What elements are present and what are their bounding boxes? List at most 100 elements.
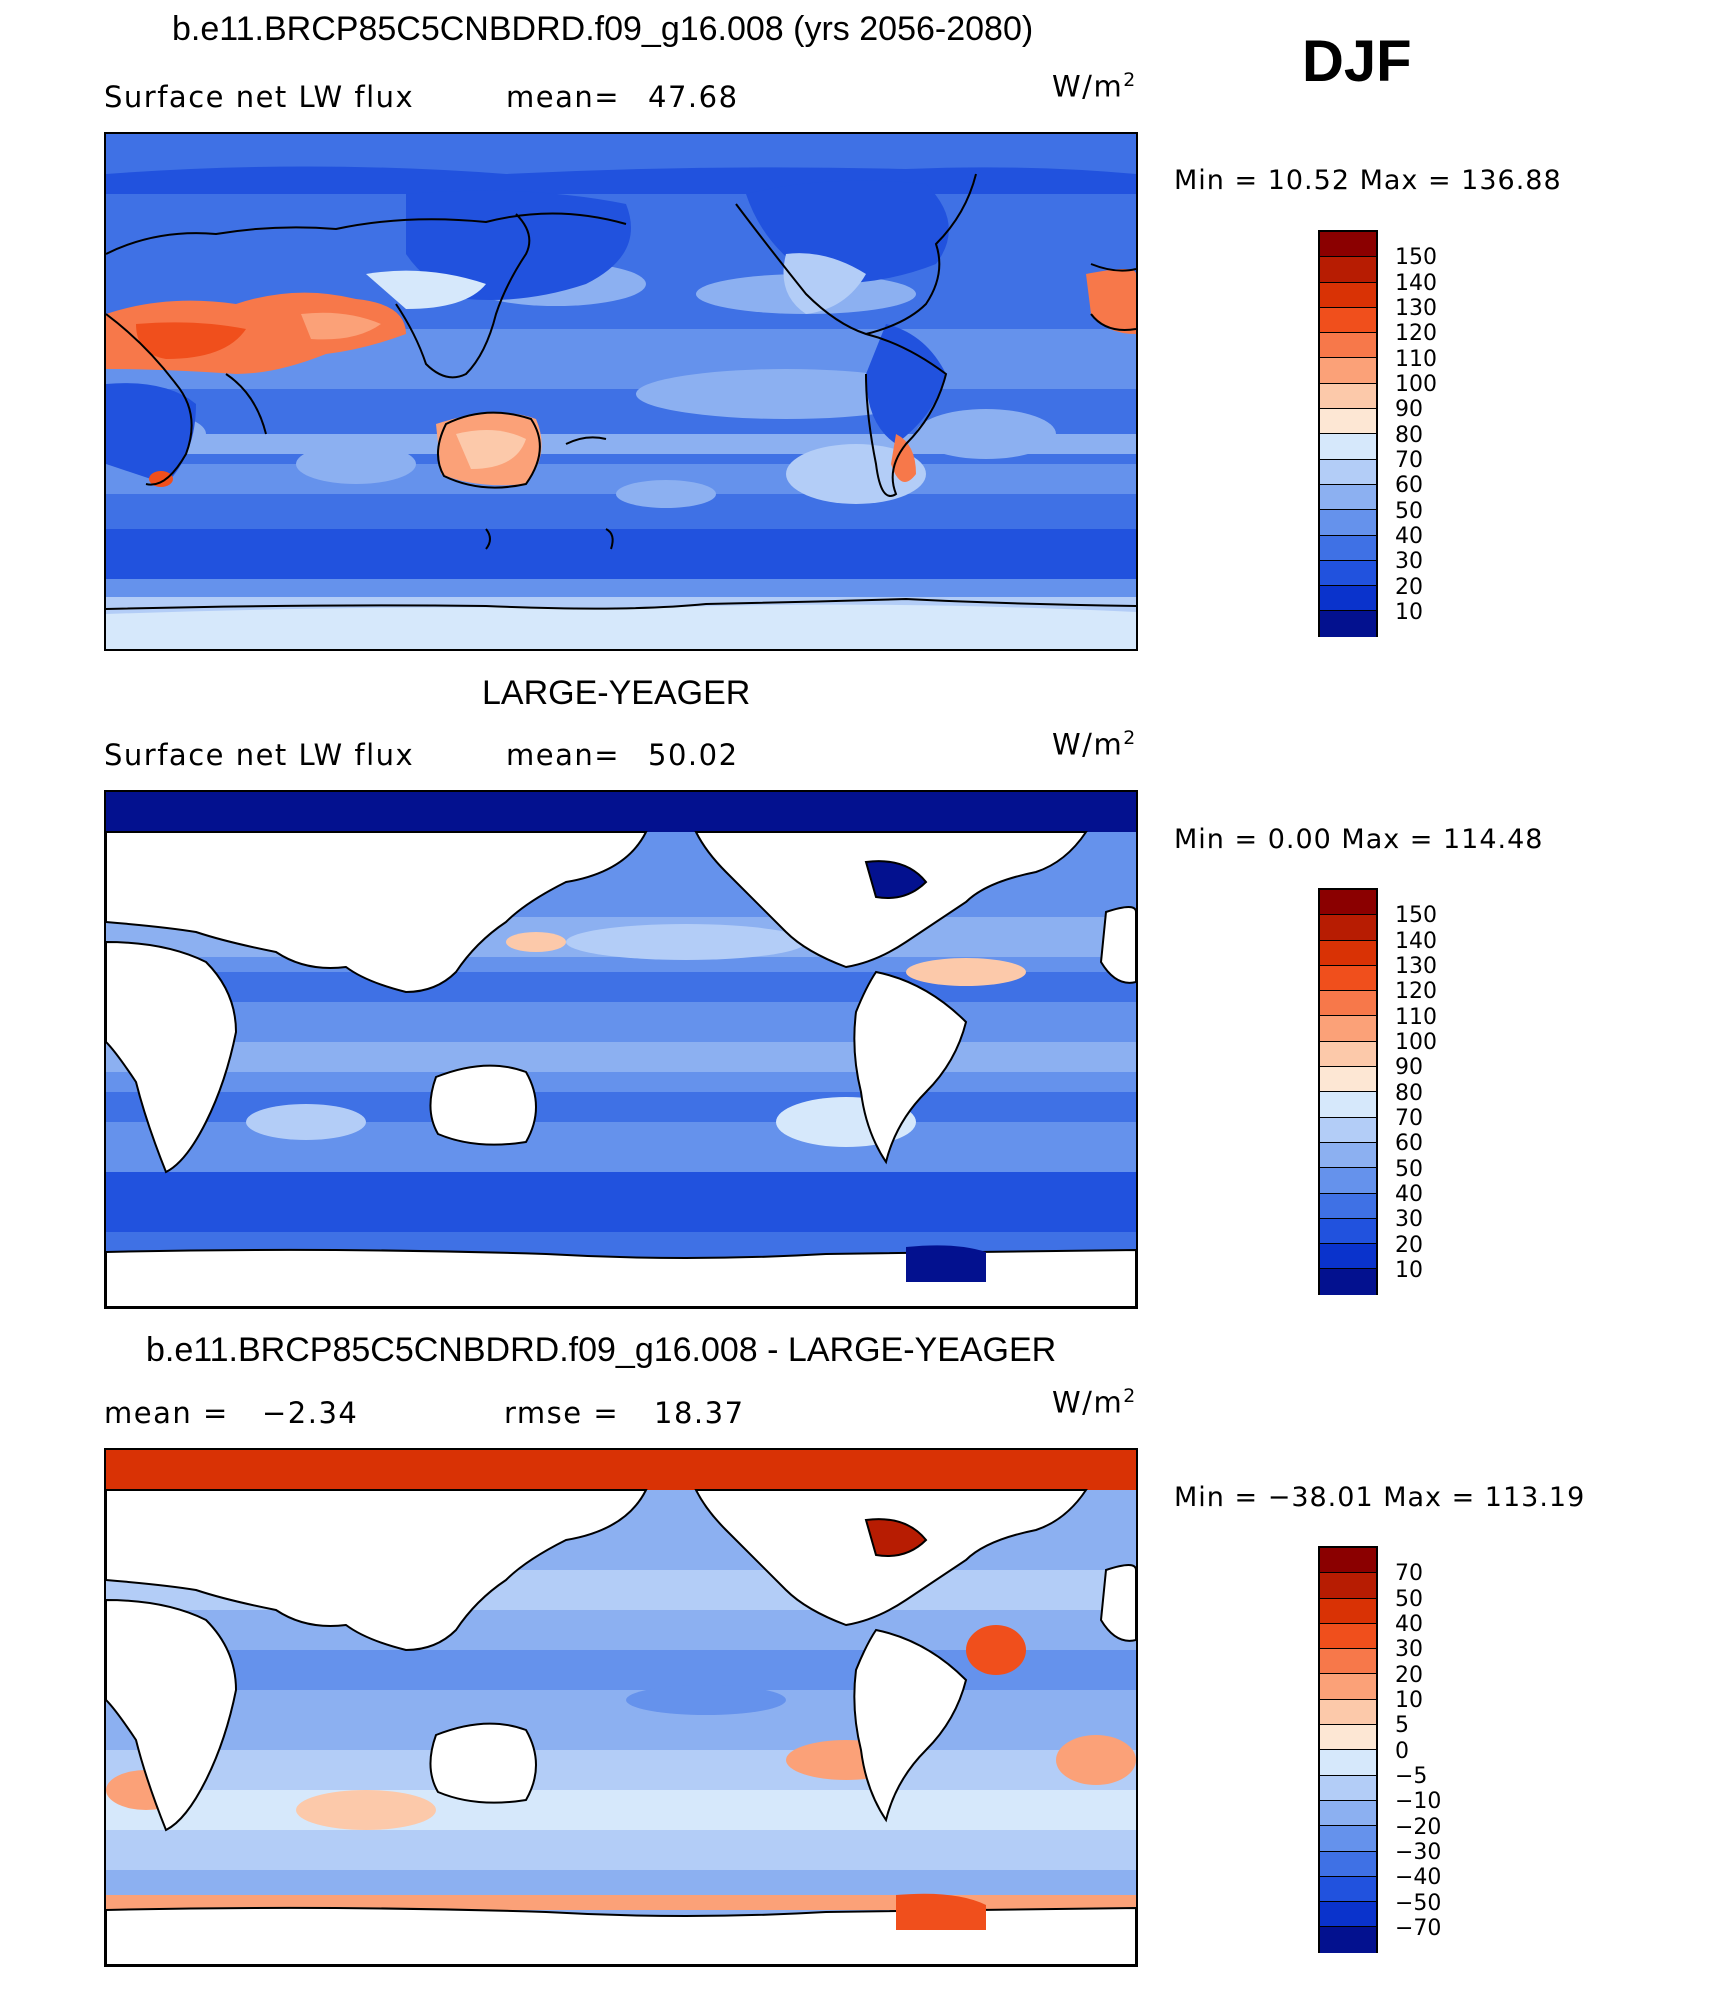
panel-2-map <box>104 790 1138 1309</box>
colorbar-tick-label: 130 <box>1395 296 1437 321</box>
colorbar-tick-label: 60 <box>1395 1131 1423 1156</box>
colorbar-tick-label: 50 <box>1395 1587 1423 1612</box>
colorbar-tick-label: 100 <box>1395 1030 1437 1055</box>
panel-3-mean-label: mean = <box>104 1396 229 1430</box>
colorbar-tick-label: 10 <box>1395 600 1423 625</box>
colorbar-tick-label: 90 <box>1395 1055 1423 1080</box>
colorbar-tick-label: 20 <box>1395 1233 1423 1258</box>
panel-1-mean-value: 47.68 <box>648 80 739 114</box>
colorbar-swatch <box>1320 611 1376 637</box>
panel-1-mean-label: mean= <box>506 80 621 114</box>
panel-2-mean-label: mean= <box>506 738 621 772</box>
colorbar-tick-label: 130 <box>1395 954 1437 979</box>
colorbar-swatch <box>1320 1927 1376 1953</box>
colorbar-tick-label: 70 <box>1395 1106 1423 1131</box>
colorbar-tick-label: 140 <box>1395 929 1437 954</box>
colorbar-tick-label: 20 <box>1395 1663 1423 1688</box>
panel-2-colorbar <box>1318 888 1378 1295</box>
colorbar-tick-label: 80 <box>1395 1081 1423 1106</box>
colorbar-tick-label: −10 <box>1395 1789 1442 1814</box>
panel-3-map <box>104 1448 1138 1967</box>
colorbar-tick-label: −40 <box>1395 1865 1442 1890</box>
colorbar-tick-label: −5 <box>1395 1764 1428 1789</box>
colorbar-swatch <box>1320 484 1376 511</box>
colorbar-swatch <box>1320 1269 1376 1295</box>
colorbar-swatch <box>1320 1851 1376 1877</box>
colorbar-swatch <box>1320 1218 1376 1245</box>
panel-1-variable-label: Surface net LW flux <box>104 80 415 114</box>
season-label: DJF <box>1302 29 1412 94</box>
colorbar-swatch <box>1320 1117 1376 1143</box>
colorbar-tick-label: 120 <box>1395 321 1437 346</box>
colorbar-tick-label: 110 <box>1395 347 1437 372</box>
colorbar-tick-label: 60 <box>1395 473 1423 498</box>
colorbar-swatch <box>1320 510 1376 536</box>
colorbar-swatch <box>1320 1674 1376 1700</box>
panel-3-mean-value: −2.34 <box>262 1396 359 1430</box>
colorbar-tick-label: 150 <box>1395 903 1437 928</box>
colorbar-swatch <box>1320 257 1376 283</box>
panel-1-units: W/m2 <box>1052 69 1137 104</box>
colorbar-tick-label: 0 <box>1395 1739 1409 1764</box>
colorbar-tick-label: 140 <box>1395 271 1437 296</box>
panel-1-min-max: Min = 10.52 Max = 136.88 <box>1174 165 1562 196</box>
colorbar-swatch <box>1320 1092 1376 1118</box>
colorbar-tick-label: −50 <box>1395 1891 1442 1916</box>
colorbar-swatch <box>1320 940 1376 966</box>
colorbar-tick-label: 150 <box>1395 245 1437 270</box>
colorbar-swatch <box>1320 965 1376 992</box>
colorbar-swatch <box>1320 1598 1376 1624</box>
colorbar-tick-label: 70 <box>1395 1561 1423 1586</box>
colorbar-swatch <box>1320 991 1376 1017</box>
colorbar-tick-label: 10 <box>1395 1258 1423 1283</box>
colorbar-swatch <box>1320 1142 1376 1169</box>
colorbar-swatch <box>1320 1725 1376 1751</box>
colorbar-swatch <box>1320 1244 1376 1270</box>
colorbar-tick-label: −20 <box>1395 1815 1442 1840</box>
colorbar-tick-label: 110 <box>1395 1005 1437 1030</box>
colorbar-swatch <box>1320 1826 1376 1852</box>
colorbar-swatch <box>1320 535 1376 561</box>
panel-2-title: LARGE-YEAGER <box>482 674 751 712</box>
colorbar-swatch <box>1320 560 1376 587</box>
colorbar-swatch <box>1320 358 1376 384</box>
colorbar-swatch <box>1320 232 1376 258</box>
colorbar-swatch <box>1320 1750 1376 1776</box>
colorbar-swatch <box>1320 1016 1376 1042</box>
colorbar-swatch <box>1320 1800 1376 1827</box>
panel-3-colorbar <box>1318 1546 1378 1953</box>
colorbar-swatch <box>1320 333 1376 359</box>
panel-1-map <box>104 132 1138 651</box>
colorbar-tick-label: 80 <box>1395 423 1423 448</box>
colorbar-tick-label: 10 <box>1395 1688 1423 1713</box>
colorbar-tick-label: 30 <box>1395 1637 1423 1662</box>
panel-2-mean-value: 50.02 <box>648 738 739 772</box>
colorbar-tick-label: −70 <box>1395 1916 1442 1941</box>
colorbar-swatch <box>1320 586 1376 612</box>
colorbar-tick-label: 50 <box>1395 499 1423 524</box>
colorbar-tick-label: 120 <box>1395 979 1437 1004</box>
colorbar-swatch <box>1320 1041 1376 1068</box>
colorbar-swatch <box>1320 282 1376 308</box>
panel-2-min-max: Min = 0.00 Max = 114.48 <box>1174 824 1544 855</box>
colorbar-tick-label: 50 <box>1395 1157 1423 1182</box>
colorbar-swatch <box>1320 1876 1376 1903</box>
colorbar-tick-label: 70 <box>1395 448 1423 473</box>
colorbar-swatch <box>1320 915 1376 941</box>
colorbar-tick-label: 5 <box>1395 1713 1409 1738</box>
colorbar-tick-label: 20 <box>1395 575 1423 600</box>
panel-3-units: W/m2 <box>1052 1385 1137 1420</box>
colorbar-tick-label: 30 <box>1395 1207 1423 1232</box>
colorbar-swatch <box>1320 1902 1376 1928</box>
colorbar-swatch <box>1320 1067 1376 1093</box>
colorbar-swatch <box>1320 383 1376 410</box>
colorbar-tick-label: 100 <box>1395 372 1437 397</box>
colorbar-swatch <box>1320 459 1376 485</box>
panel-3-min-max: Min = −38.01 Max = 113.19 <box>1174 1482 1586 1513</box>
colorbar-swatch <box>1320 1649 1376 1675</box>
panel-3-title: b.e11.BRCP85C5CNBDRD.f09_g16.008 - LARGE… <box>146 1331 1057 1369</box>
panel-3-rmse-value: 18.37 <box>654 1396 745 1430</box>
colorbar-tick-label: 40 <box>1395 1182 1423 1207</box>
colorbar-swatch <box>1320 890 1376 916</box>
colorbar-tick-label: −30 <box>1395 1840 1442 1865</box>
